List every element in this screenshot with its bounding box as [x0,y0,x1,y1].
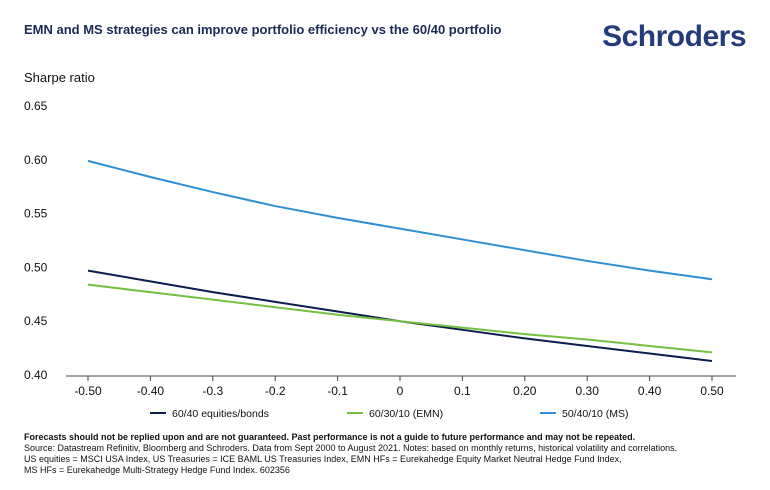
y-tick-label: 0.40 [24,368,48,382]
chart-title: EMN and MS strategies can improve portfo… [24,22,502,37]
y-tick-label: 0.50 [24,260,48,274]
y-tick-label: 0.45 [24,314,48,328]
footer-notes: Forecasts should not be replied upon and… [24,432,754,476]
series-line-2 [87,283,713,354]
legend-label: 50/40/10 (MS) [562,408,629,420]
disclaimer: Forecasts should not be replied upon and… [24,432,636,442]
x-tick-label: 0.50 [700,384,724,398]
series-line-3 [87,159,713,281]
source-line-1: Source: Datastream Refinitiv, Bloomberg … [24,443,678,453]
y-axis-label: Sharpe ratio [24,70,95,85]
schroders-logo: Schroders [602,20,746,53]
y-tick-label: 0.65 [24,99,48,113]
series-line-1 [87,269,713,363]
y-tick-label: 0.60 [24,153,48,167]
x-tick-label: 0.1 [454,384,471,398]
line-chart: 0.65 0.60 0.55 0.50 0.45 0.40 -0.50 -0.40 -0.3 -0… [24,99,736,420]
x-tick-label: -0.2 [265,384,286,398]
x-tick-label: 0.20 [513,384,537,398]
x-tick-label: 0.30 [576,384,600,398]
x-tick-label: 0 [397,384,404,398]
source-line-3: MS HFs = Eurekahedge Multi-Strategy Hedg… [24,465,290,475]
x-tick-label: -0.50 [74,384,102,398]
x-tick-label: -0.40 [137,384,165,398]
legend-label: 60/40 equities/bonds [172,408,269,420]
x-tick-label: -0.1 [327,384,348,398]
legend-label: 60/30/10 (EMN) [369,408,443,420]
x-tick-label: 0.40 [638,384,662,398]
source-line-2: US equities = MSCI USA Index, US Treasur… [24,454,622,464]
x-tick-label: -0.3 [202,384,223,398]
y-tick-label: 0.55 [24,207,48,221]
